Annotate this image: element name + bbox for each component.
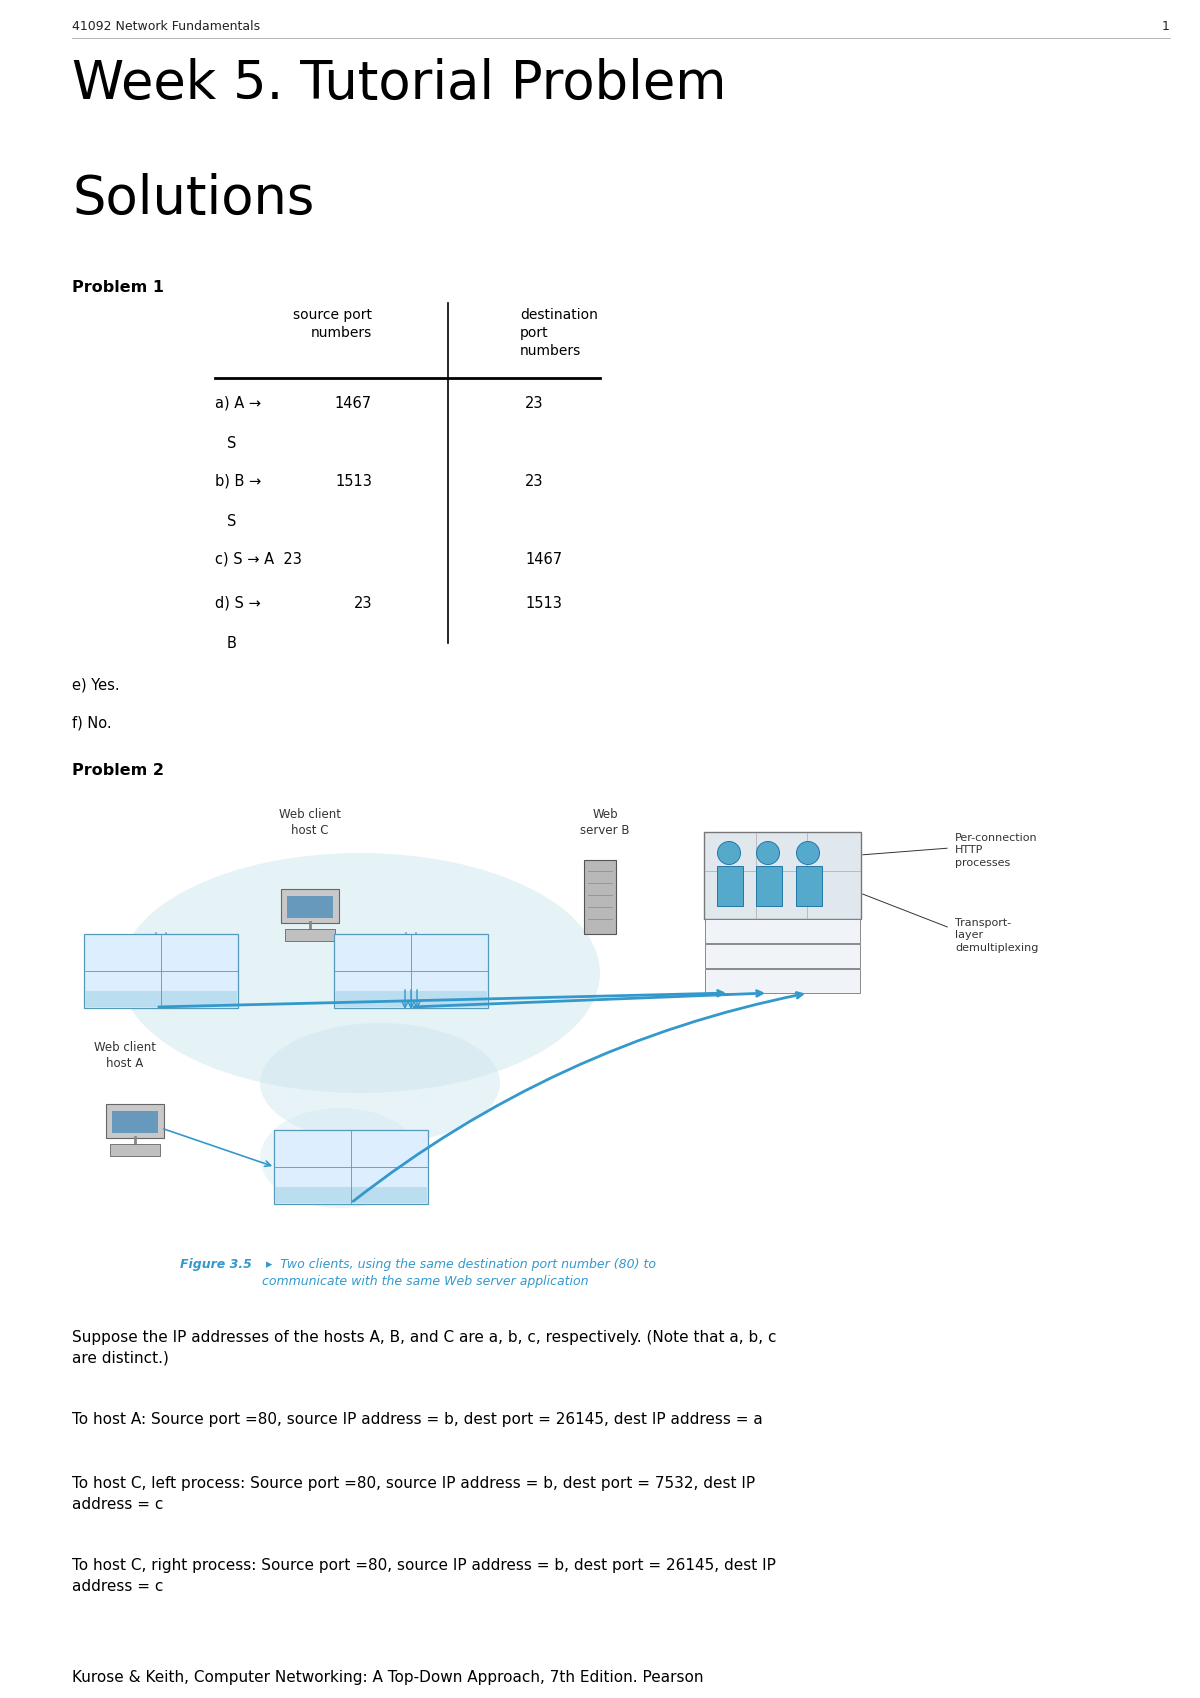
Text: Problem 1: Problem 1 <box>72 280 164 295</box>
Text: dest. port:: dest. port: <box>368 1134 410 1144</box>
Text: Web client
host A: Web client host A <box>94 1041 156 1070</box>
Text: dest. IP:: dest. IP: <box>373 1172 406 1180</box>
FancyBboxPatch shape <box>286 929 335 941</box>
Text: dest. IP:: dest. IP: <box>184 975 215 985</box>
Text: Web
server B: Web server B <box>581 808 630 837</box>
Text: Problem 2: Problem 2 <box>72 762 164 778</box>
Bar <box>335 992 487 1007</box>
Text: source IP:: source IP: <box>294 1172 332 1180</box>
FancyBboxPatch shape <box>334 934 488 1009</box>
FancyBboxPatch shape <box>110 1144 160 1156</box>
FancyBboxPatch shape <box>274 1129 428 1204</box>
Bar <box>287 897 334 919</box>
Text: b) B →: b) B → <box>215 474 262 489</box>
Text: Week 5. Tutorial Problem: Week 5. Tutorial Problem <box>72 58 726 110</box>
Bar <box>706 944 860 968</box>
Text: source IP:: source IP: <box>103 975 143 985</box>
Circle shape <box>756 842 780 864</box>
Text: source port:: source port: <box>98 939 148 947</box>
Text: To host C, right process: Source port =80, source IP address = b, dest port = 26: To host C, right process: Source port =8… <box>72 1559 776 1594</box>
Text: source port:: source port: <box>349 939 397 947</box>
Text: To host C, left process: Source port =80, source IP address = b, dest port = 753: To host C, left process: Source port =80… <box>72 1476 755 1511</box>
Text: source port:: source port: <box>289 1134 337 1144</box>
Ellipse shape <box>260 1022 500 1143</box>
Text: 1: 1 <box>1162 20 1170 32</box>
Text: dest. port:: dest. port: <box>178 939 220 947</box>
Text: 26145: 26145 <box>355 958 391 968</box>
Circle shape <box>797 842 820 864</box>
Bar <box>112 1110 158 1133</box>
Text: source IP:: source IP: <box>354 975 392 985</box>
Text: 80: 80 <box>192 958 206 968</box>
Text: C: C <box>370 993 377 1004</box>
Text: 1513: 1513 <box>335 474 372 489</box>
Circle shape <box>718 842 740 864</box>
Bar <box>706 970 860 993</box>
Text: f) No.: f) No. <box>72 717 112 732</box>
Text: 80: 80 <box>442 958 456 968</box>
Bar <box>85 992 238 1007</box>
FancyBboxPatch shape <box>584 859 616 934</box>
Text: c) S → A  23: c) S → A 23 <box>215 552 302 567</box>
Text: 7532: 7532 <box>108 958 138 968</box>
Text: 41092 Network Fundamentals: 41092 Network Fundamentals <box>72 20 260 32</box>
Text: C: C <box>119 993 127 1004</box>
Text: B: B <box>445 993 454 1004</box>
Text: A: A <box>310 1190 317 1200</box>
Text: B: B <box>196 993 203 1004</box>
Text: 1513: 1513 <box>526 596 562 611</box>
FancyBboxPatch shape <box>718 866 743 907</box>
Text: 1467: 1467 <box>526 552 562 567</box>
Text: Solutions: Solutions <box>72 173 314 226</box>
FancyBboxPatch shape <box>84 934 238 1009</box>
Text: dest. port:: dest. port: <box>428 939 470 947</box>
Text: 23: 23 <box>526 396 544 411</box>
Text: d) S →: d) S → <box>215 596 260 611</box>
Text: 26145: 26145 <box>295 1155 331 1165</box>
Text: Transport-
layer
demultiplexing: Transport- layer demultiplexing <box>955 919 1038 953</box>
FancyBboxPatch shape <box>106 1104 164 1138</box>
Text: 1467: 1467 <box>335 396 372 411</box>
Text: Per-connection
HTTP
processes: Per-connection HTTP processes <box>955 834 1038 868</box>
Text: S: S <box>227 514 236 530</box>
Text: S: S <box>227 436 236 452</box>
Text: B: B <box>385 1190 394 1200</box>
Text: B: B <box>227 637 236 650</box>
FancyBboxPatch shape <box>704 832 862 919</box>
Text: 80: 80 <box>382 1155 396 1165</box>
Bar <box>706 919 860 942</box>
Text: Suppose the IP addresses of the hosts A, B, and C are a, b, c, respectively. (No: Suppose the IP addresses of the hosts A,… <box>72 1330 776 1365</box>
Bar <box>275 1187 427 1202</box>
FancyBboxPatch shape <box>796 866 822 907</box>
Text: source port
numbers: source port numbers <box>293 307 372 340</box>
Text: Web client
host C: Web client host C <box>278 808 341 837</box>
Text: dest. IP:: dest. IP: <box>433 975 466 985</box>
Ellipse shape <box>120 852 600 1094</box>
Text: 23: 23 <box>354 596 372 611</box>
Text: 23: 23 <box>526 474 544 489</box>
Text: To host A: Source port =80, source IP address = b, dest port = 26145, dest IP ad: To host A: Source port =80, source IP ad… <box>72 1413 763 1426</box>
Text: destination
port
numbers: destination port numbers <box>520 307 598 358</box>
FancyBboxPatch shape <box>756 866 782 907</box>
Text: Kurose & Keith, Computer Networking: A Top-Down Approach, 7th Edition. Pearson: Kurose & Keith, Computer Networking: A T… <box>72 1671 703 1684</box>
Text: a) A →: a) A → <box>215 396 262 411</box>
Ellipse shape <box>260 1109 420 1207</box>
FancyBboxPatch shape <box>281 890 340 924</box>
Text: Figure 3.5: Figure 3.5 <box>180 1258 252 1272</box>
Text: ▸  Two clients, using the same destination port number (80) to
communicate with : ▸ Two clients, using the same destinatio… <box>262 1258 656 1289</box>
Text: e) Yes.: e) Yes. <box>72 678 120 693</box>
